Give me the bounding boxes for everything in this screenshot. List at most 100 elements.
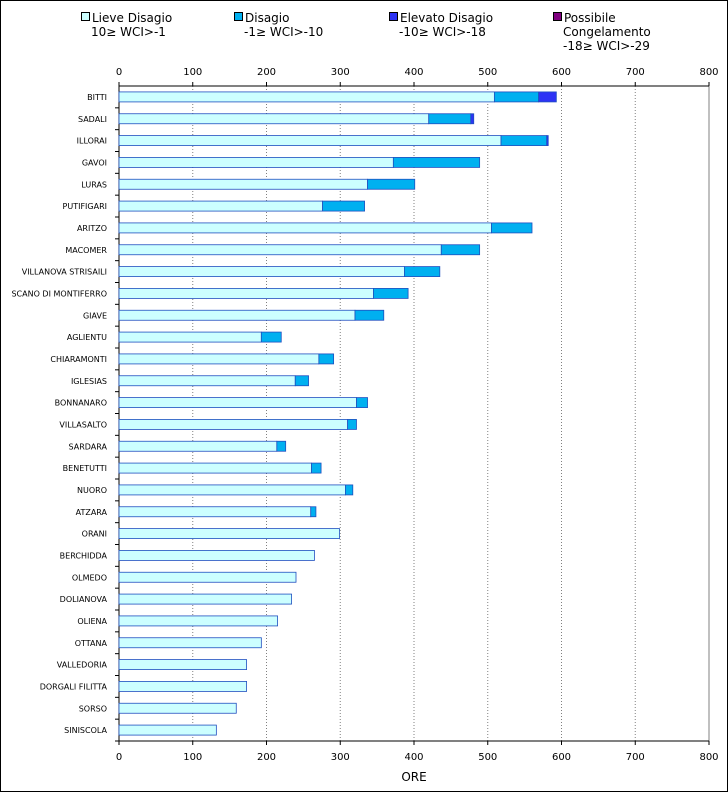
category-labels: BITTI SADALI ILLORAI GAVOI LURAS PUTIFIGARI AR… (11, 93, 107, 735)
legend-label-possibile: Possibile (564, 11, 616, 25)
top-tick-label-200: 200 (257, 67, 276, 78)
legend-swatch-elevato-disagio (389, 12, 398, 21)
bar-segment-lieve-disagio (118, 266, 405, 277)
bar-segment-elevato-disagio (538, 91, 557, 103)
category-label: OTTANA (75, 639, 108, 648)
category-label: SCANO DI MONTIFERRO (11, 289, 107, 298)
category-label: OLMEDO (72, 573, 107, 582)
top-tick-label-500: 500 (478, 67, 497, 78)
bar-segment-disagio (311, 462, 322, 474)
bar-segment-disagio (404, 266, 441, 277)
category-label: AGLIENTU (67, 333, 107, 342)
category-label: BONNANARO (55, 399, 107, 408)
category-label: PUTIFIGARI (63, 202, 107, 211)
legend-swatch-disagio (234, 12, 243, 21)
bar-segment-elevato-disagio (546, 135, 549, 146)
bar-segment-lieve-disagio (118, 702, 237, 714)
legend-range-disagio: -1≥ WCI>-10 (244, 25, 324, 39)
category-label: BERCHIDDA (60, 551, 108, 560)
bar-segment-disagio (356, 397, 368, 408)
top-tick-label-100: 100 (183, 67, 202, 78)
bar-segment-lieve-disagio (118, 244, 442, 256)
category-label: SARDARA (69, 442, 108, 451)
bar-segment-disagio (276, 440, 287, 452)
bar-segment-disagio (428, 113, 472, 125)
bottom-tick-label-100: 100 (183, 752, 202, 763)
top-tick-label-800: 800 (699, 67, 718, 78)
top-tick-label-400: 400 (404, 67, 423, 78)
category-label: LURAS (81, 180, 107, 189)
category-label: SADALI (78, 115, 107, 124)
legend-item-possibile-congelamento: Possibile Congelamento -18≥ WCI>-29 (553, 11, 651, 53)
top-tick-label-600: 600 (552, 67, 571, 78)
bottom-tick-label-500: 500 (478, 752, 497, 763)
bar-segment-lieve-disagio (118, 309, 356, 321)
category-label: NUORO (77, 486, 107, 495)
bottom-tick-label-300: 300 (331, 752, 350, 763)
bar-segment-disagio (310, 506, 317, 518)
bar-segment-lieve-disagio (118, 637, 262, 649)
category-label: DORGALI FILITTA (40, 682, 108, 691)
category-label: IGLESIAS (71, 377, 107, 386)
bottom-tick-label-700: 700 (626, 752, 645, 763)
category-label: BENETUTTI (63, 464, 107, 473)
bar-segment-lieve-disagio (118, 157, 394, 168)
bar-segment-disagio (392, 157, 481, 168)
axes: 0 0 100 100 200 200 300 300 400 400 500 500 600 600 70… (115, 67, 719, 763)
bar-segment-lieve-disagio (118, 484, 346, 496)
bar-segment-lieve-disagio (118, 178, 368, 190)
bottom-tick-label-0: 0 (116, 752, 122, 763)
bar-segment-disagio (347, 419, 357, 430)
bar-segment-disagio (354, 309, 385, 321)
category-label: ILLORAI (77, 137, 107, 146)
bar-segment-disagio (322, 200, 365, 212)
legend-label-congelamento: Congelamento (563, 25, 651, 39)
bar-segment-lieve-disagio (118, 571, 297, 583)
bottom-tick-label-200: 200 (257, 752, 276, 763)
category-label: VALLEDORIA (57, 661, 108, 670)
bar-segment-lieve-disagio (118, 724, 217, 736)
bar-segment-disagio (491, 222, 533, 234)
bar-segment-lieve-disagio (118, 288, 374, 299)
category-label: SORSO (79, 704, 107, 713)
category-label: VILLANOVA STRISAILI (22, 268, 107, 277)
category-label: VILLASALTO (59, 420, 107, 429)
category-label: GAVOI (82, 158, 107, 167)
legend-swatch-possibile-congelamento (553, 12, 562, 21)
bar-segment-disagio (318, 353, 335, 365)
bar-segment-lieve-disagio (118, 375, 296, 387)
bar-segment-lieve-disagio (118, 353, 320, 365)
bar-segment-elevato-disagio (470, 113, 475, 125)
category-label: GIAVE (83, 311, 107, 320)
category-label: CHIARAMONTI (50, 355, 107, 364)
gridlines (192, 86, 710, 741)
bar-segment-lieve-disagio (118, 550, 315, 561)
legend-label-lieve-disagio: Lieve Disagio (92, 11, 173, 25)
bar-segment-disagio (345, 484, 354, 496)
category-label: ARITZO (77, 224, 107, 233)
legend-label-disagio: Disagio (245, 11, 290, 25)
bar-segment-lieve-disagio (118, 91, 495, 103)
legend-item-disagio: Disagio -1≥ WCI>-10 (234, 11, 323, 39)
top-tick-label-300: 300 (331, 67, 350, 78)
bar-segment-lieve-disagio (118, 593, 292, 605)
category-label: OLIENA (77, 617, 107, 626)
top-tick-label-700: 700 (626, 67, 645, 78)
bar-segment-lieve-disagio (118, 506, 312, 518)
bar-segment-disagio (373, 288, 409, 299)
category-label: ORANI (82, 530, 107, 539)
bar-segment-lieve-disagio (118, 222, 492, 234)
bar-segment-lieve-disagio (118, 200, 323, 212)
bar-segment-disagio (500, 135, 548, 146)
bar-segment-lieve-disagio (118, 331, 262, 343)
legend-range-lieve-disagio: 10≥ WCI>-1 (91, 25, 166, 39)
bottom-tick-label-800: 800 (699, 752, 718, 763)
bar-segment-lieve-disagio (118, 113, 430, 125)
category-label: MACOMER (65, 246, 107, 255)
category-label: ATZARA (76, 508, 108, 517)
bar-segment-lieve-disagio (118, 440, 278, 452)
legend-item-elevato-disagio: Elevato Disagio -10≥ WCI>-18 (389, 11, 493, 39)
bar-segment-disagio (367, 178, 416, 190)
category-label: DOLIANOVA (60, 595, 108, 604)
